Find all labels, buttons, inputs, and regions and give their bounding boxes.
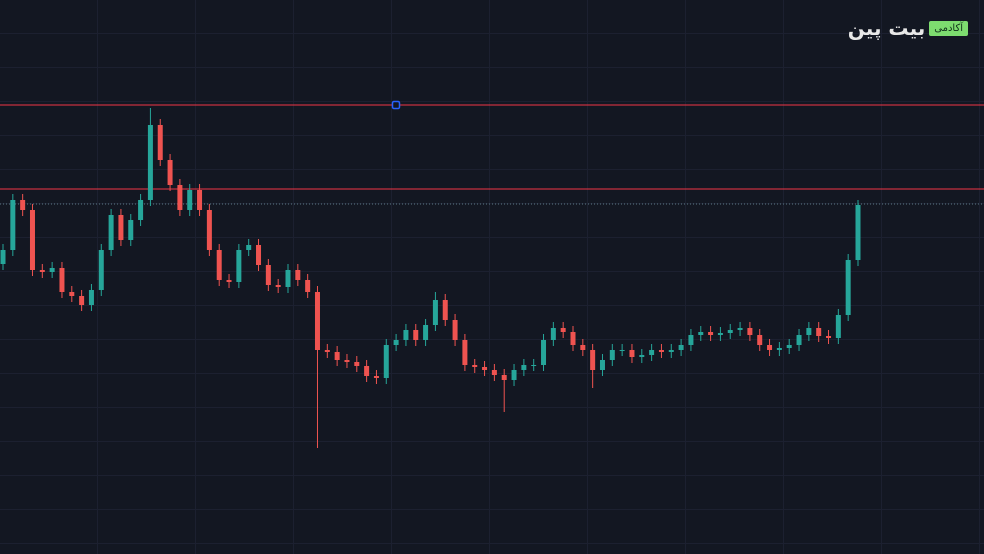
candle-body <box>432 300 438 325</box>
candle-body <box>462 340 468 365</box>
candle-body <box>757 335 763 345</box>
candle-body <box>816 328 822 336</box>
candle-body <box>265 265 271 285</box>
candle-body <box>98 250 104 290</box>
candle-body <box>629 350 635 357</box>
candle-body <box>521 365 527 370</box>
candle-body <box>737 328 743 330</box>
candle-body <box>570 332 576 345</box>
candle-body <box>855 205 861 260</box>
candle-body <box>590 350 596 370</box>
candle-body <box>472 365 478 367</box>
candle-body <box>177 185 183 210</box>
candle-body <box>79 296 85 305</box>
candle-body <box>619 350 625 351</box>
candle-body <box>246 245 252 250</box>
candle-body <box>324 350 330 352</box>
candle-body <box>364 366 370 376</box>
candle-body <box>786 345 792 348</box>
candle-body <box>334 352 340 360</box>
candle-body <box>649 350 655 355</box>
candle-body <box>167 160 173 185</box>
candle-body <box>599 360 605 370</box>
candle-body <box>393 340 399 345</box>
candle-body <box>658 350 664 352</box>
candle-body <box>678 345 684 350</box>
candle-body <box>580 345 586 350</box>
candle-body <box>275 285 281 287</box>
candle-body <box>776 348 782 350</box>
candle-body <box>826 336 832 338</box>
candle-body <box>727 330 733 333</box>
candle-body <box>216 250 222 280</box>
candle-body <box>698 332 704 335</box>
candle-body <box>482 367 488 370</box>
candle-body <box>531 365 537 366</box>
candle-body <box>88 290 94 305</box>
candle-body <box>118 215 124 240</box>
candle-body <box>305 280 311 292</box>
candle-body <box>39 270 45 272</box>
candle-body <box>49 268 55 272</box>
candle-body <box>639 355 645 357</box>
candle-body <box>256 245 262 265</box>
candle-body <box>452 320 458 340</box>
candle-body <box>138 200 144 220</box>
watermark-brand: بیت پین <box>847 16 926 40</box>
candle-body <box>688 335 694 345</box>
watermark-badge: آکادمی <box>929 20 968 36</box>
candle-body <box>835 315 841 338</box>
candle-body <box>373 376 379 378</box>
candle-body <box>344 360 350 362</box>
watermark: آکادمی بیت پین <box>848 16 968 40</box>
candle-body <box>157 125 163 160</box>
candle-body <box>423 325 429 340</box>
candle-body <box>206 210 212 250</box>
candle-body <box>383 345 389 378</box>
candle-body <box>491 370 497 375</box>
candle-body <box>108 215 114 250</box>
level-handle <box>391 100 401 110</box>
candle-body <box>403 330 409 340</box>
candle-body <box>314 292 320 350</box>
candle-body <box>226 280 232 282</box>
candle-body <box>442 300 448 320</box>
candle-body <box>796 335 802 345</box>
candle-body <box>845 260 851 315</box>
candle-body <box>236 250 242 282</box>
candle-body <box>10 200 16 250</box>
candle-body <box>501 375 507 380</box>
candle-body <box>708 332 714 335</box>
candle-body <box>128 220 134 240</box>
candle-body <box>59 268 65 292</box>
candle-body <box>197 190 203 210</box>
candle-body <box>560 328 566 332</box>
candle-body <box>285 270 291 287</box>
candle-body <box>147 125 153 200</box>
candle-body <box>0 250 6 264</box>
candle-body <box>541 340 547 365</box>
candle-body <box>29 210 35 270</box>
candle-body <box>295 270 301 280</box>
candle-body <box>609 350 615 360</box>
candle-body <box>20 200 26 210</box>
candle-body <box>187 190 193 210</box>
candle-body <box>413 330 419 340</box>
candle-body <box>550 328 556 340</box>
candle-body <box>717 333 723 335</box>
candle-body <box>511 370 517 380</box>
candle-body <box>69 292 75 296</box>
candle-body <box>767 345 773 350</box>
candle-body <box>668 350 674 352</box>
candle-body <box>747 328 753 335</box>
candle-body <box>354 362 360 366</box>
candle-body <box>806 328 812 335</box>
